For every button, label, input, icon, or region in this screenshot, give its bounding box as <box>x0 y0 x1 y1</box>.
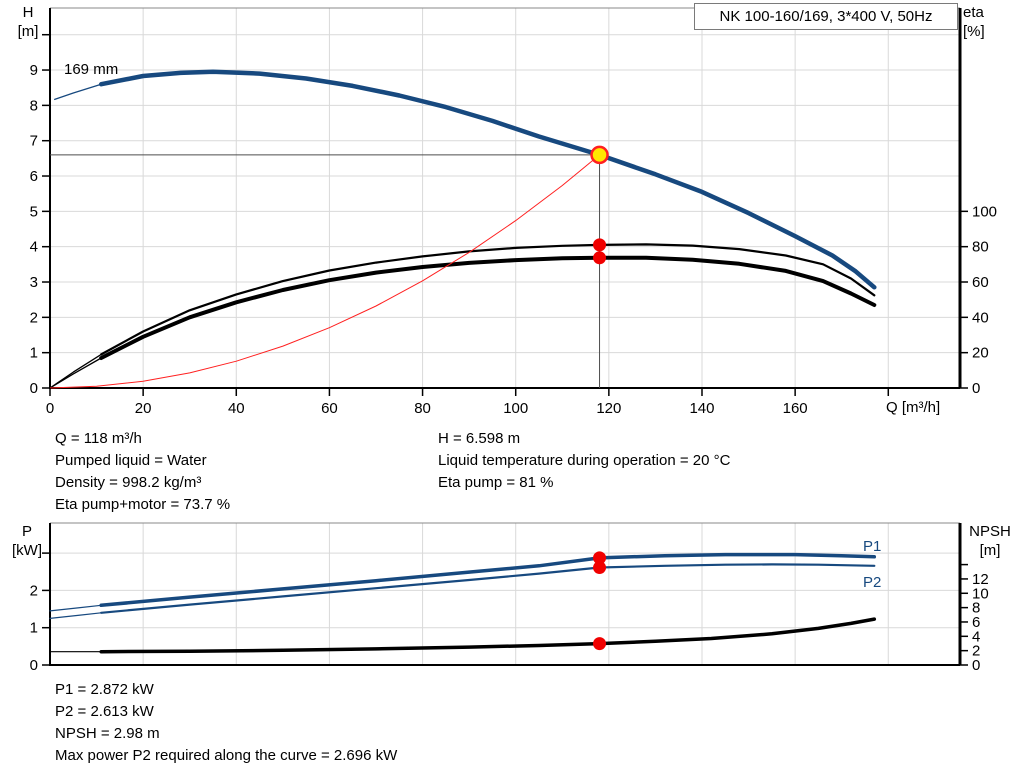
chart-0[interactable]: 0 1 2 3 4 5 6 7 8 9 0 20 40 60 80 100 0 20 40 60 80 100 120 140… <box>30 7 997 417</box>
duty-info-bottom: P1 = 2.872 kW P2 = 2.613 kW NPSH = 2.98 … <box>55 679 397 767</box>
npsh-dot[interactable] <box>593 637 607 651</box>
eta-pump-dot[interactable] <box>593 238 607 252</box>
eta-axis-symbol: eta <box>963 4 984 21</box>
eta-axis-label: eta [%] <box>963 3 1003 41</box>
info-npsh: NPSH = 2.98 m <box>55 725 160 742</box>
info-p2: P2 = 2.613 kW <box>55 703 154 720</box>
npsh-curve <box>99 617 877 654</box>
pump-title-box: NK 100-160/169, 3*400 V, 50Hz <box>694 3 958 30</box>
y-right-tick-label: 80 <box>972 239 989 256</box>
y-right-tick-label: 0 <box>972 380 980 397</box>
y-left-tick-label: 9 <box>30 62 38 79</box>
duty-info-left: Q = 118 m³/h Pumped liquid = Water Densi… <box>55 428 230 516</box>
h-axis-unit: [m] <box>17 23 39 40</box>
y-right-tick-label: 6 <box>972 614 980 631</box>
info-pumped-liquid: Pumped liquid = Water <box>55 452 207 469</box>
y-left-tick-label: 0 <box>30 657 38 674</box>
x-tick-label: 40 <box>228 400 245 417</box>
y-right-tick-label: 4 <box>972 628 980 645</box>
x-tick-label: 100 <box>503 400 528 417</box>
p1-curve <box>99 552 877 608</box>
duty-point-marker[interactable] <box>590 145 609 165</box>
qh-curve-169mm <box>98 69 877 290</box>
chart-frame <box>49 522 962 666</box>
eta-axis-unit: [%] <box>963 23 985 40</box>
duty-info-right: H = 6.598 m Liquid temperature during op… <box>438 428 730 494</box>
info-h: H = 6.598 m <box>438 430 521 447</box>
info-liquid-temperature: Liquid temperature during operation = 20… <box>438 452 731 469</box>
info-eta-pump-motor: Eta pump+motor = 73.7 % <box>55 496 231 513</box>
info-q: Q = 118 m³/h <box>55 430 142 447</box>
y-right-tick-label: 60 <box>972 274 989 291</box>
p2-curve <box>49 612 102 620</box>
p1-curve-label: P1 <box>863 538 882 555</box>
y-left-tick-label: 8 <box>30 97 38 114</box>
h-axis-label: H [m] <box>8 3 48 41</box>
info-p1: P1 = 2.872 kW <box>55 681 154 698</box>
info-density: Density = 998.2 kg/m³ <box>55 474 202 491</box>
info-max-power: Max power P2 required along the curve = … <box>55 747 398 764</box>
y-left-tick-label: 6 <box>30 168 38 185</box>
p-axis-label: P [kW] <box>6 522 48 560</box>
y-left-tick-label: 5 <box>30 203 38 220</box>
y-left-tick-label: 7 <box>30 133 38 150</box>
y-left-tick-label: 4 <box>30 239 38 256</box>
x-tick-label: 120 <box>596 400 621 417</box>
y-left-tick-label: 1 <box>30 620 38 637</box>
chart-frame <box>49 7 962 389</box>
p2-curve-label: P2 <box>863 574 882 591</box>
x-tick-label: 0 <box>46 400 54 417</box>
eta-pump-motor-dot[interactable] <box>593 251 607 265</box>
axis-ticks: 0 1 2 3 4 5 6 7 8 9 0 20 40 60 80 100 0 20 40 60 80 100 120 140… <box>30 33 997 417</box>
y-right-tick-label: 10 <box>972 585 989 602</box>
x-tick-label: 140 <box>689 400 714 417</box>
eta-pump-motor-curve <box>49 357 102 389</box>
npsh-axis-symbol: NPSH <box>969 523 1011 540</box>
y-right-tick-label: 20 <box>972 345 989 362</box>
gridlines <box>50 8 960 388</box>
npsh-axis-unit: [m] <box>979 542 1001 559</box>
y-right-tick-label: 12 <box>972 571 989 588</box>
npsh-axis-label: NPSH [m] <box>962 522 1018 560</box>
eta-pump-curve <box>100 243 876 356</box>
y-left-tick-label: 2 <box>30 309 38 326</box>
y-right-tick-label: 40 <box>972 309 989 326</box>
y-right-tick-label: 100 <box>972 203 997 220</box>
p-axis-unit: [kW] <box>12 542 42 559</box>
p1-dot[interactable] <box>593 551 607 565</box>
y-left-tick-label: 1 <box>30 345 38 362</box>
y-left-tick-label: 2 <box>30 582 38 599</box>
y-left-tick-label: 0 <box>30 380 38 397</box>
p1-curve <box>49 604 102 612</box>
info-eta-pump: Eta pump = 81 % <box>438 474 554 491</box>
h-axis-symbol: H <box>22 4 34 21</box>
y-right-tick-label: 8 <box>972 600 980 617</box>
p2-curve <box>100 563 876 614</box>
p2-dot[interactable] <box>593 561 607 575</box>
impeller-size-label: 169 mm <box>64 61 119 78</box>
q-axis-label: Q [m³/h] <box>886 399 941 416</box>
y-right-tick-label: 0 <box>972 657 980 674</box>
x-tick-label: 80 <box>414 400 431 417</box>
x-tick-label: 20 <box>135 400 152 417</box>
y-left-tick-label: 3 <box>30 274 38 291</box>
x-tick-label: 60 <box>321 400 338 417</box>
eta-pump-motor-curve <box>99 255 877 360</box>
x-tick-label: 160 <box>783 400 808 417</box>
p-axis-symbol: P <box>21 523 32 540</box>
y-right-tick-label: 2 <box>972 643 980 660</box>
gridlines <box>50 523 960 665</box>
qh-curve-169mm <box>54 83 102 101</box>
system-curve <box>49 154 600 389</box>
